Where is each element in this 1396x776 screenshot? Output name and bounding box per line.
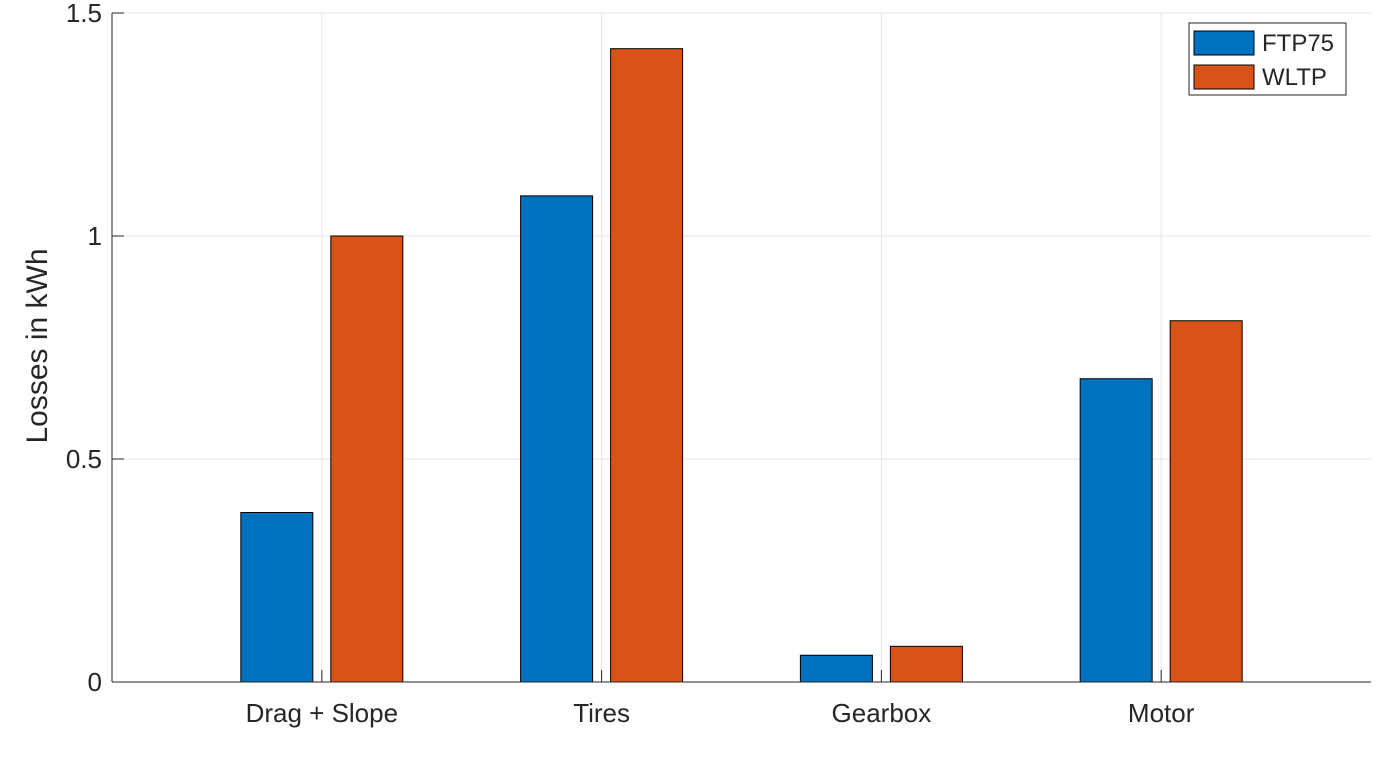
legend: FTP75 WLTP (1188, 22, 1347, 96)
bars-group (240, 48, 1243, 683)
bar-ftp75-3 (799, 654, 873, 683)
bar-wltp-1 (330, 235, 404, 683)
y-tick-label: 1 (88, 221, 102, 251)
legend-label: FTP75 (1262, 30, 1334, 57)
bar-ftp75-1 (240, 512, 314, 683)
tick-labels: 0 0.5 1 1.5 Drag + Slope Tires Gearbox Motor (66, 0, 1195, 728)
bar-ftp75-2 (520, 195, 594, 683)
x-tick-label: Gearbox (832, 698, 932, 728)
legend-swatch (1193, 30, 1255, 56)
x-tick-label: Tires (573, 698, 630, 728)
bar-ftp75-4 (1079, 378, 1153, 683)
bar-wltp-4 (1169, 320, 1243, 683)
y-tick-label: 0.5 (66, 444, 102, 474)
axes (111, 12, 1371, 683)
legend-label: WLTP (1262, 64, 1327, 91)
grid-lines (112, 12, 1371, 682)
x-tick-label: Motor (1128, 698, 1195, 728)
bar-wltp-3 (889, 645, 963, 683)
y-axis-title: Losses in kWh (21, 248, 54, 443)
y-tick-label: 1.5 (66, 0, 102, 28)
y-tick-label: 0 (88, 667, 102, 697)
legend-swatch (1193, 64, 1255, 90)
x-tick-label: Drag + Slope (246, 698, 398, 728)
bar-wltp-2 (610, 48, 684, 683)
